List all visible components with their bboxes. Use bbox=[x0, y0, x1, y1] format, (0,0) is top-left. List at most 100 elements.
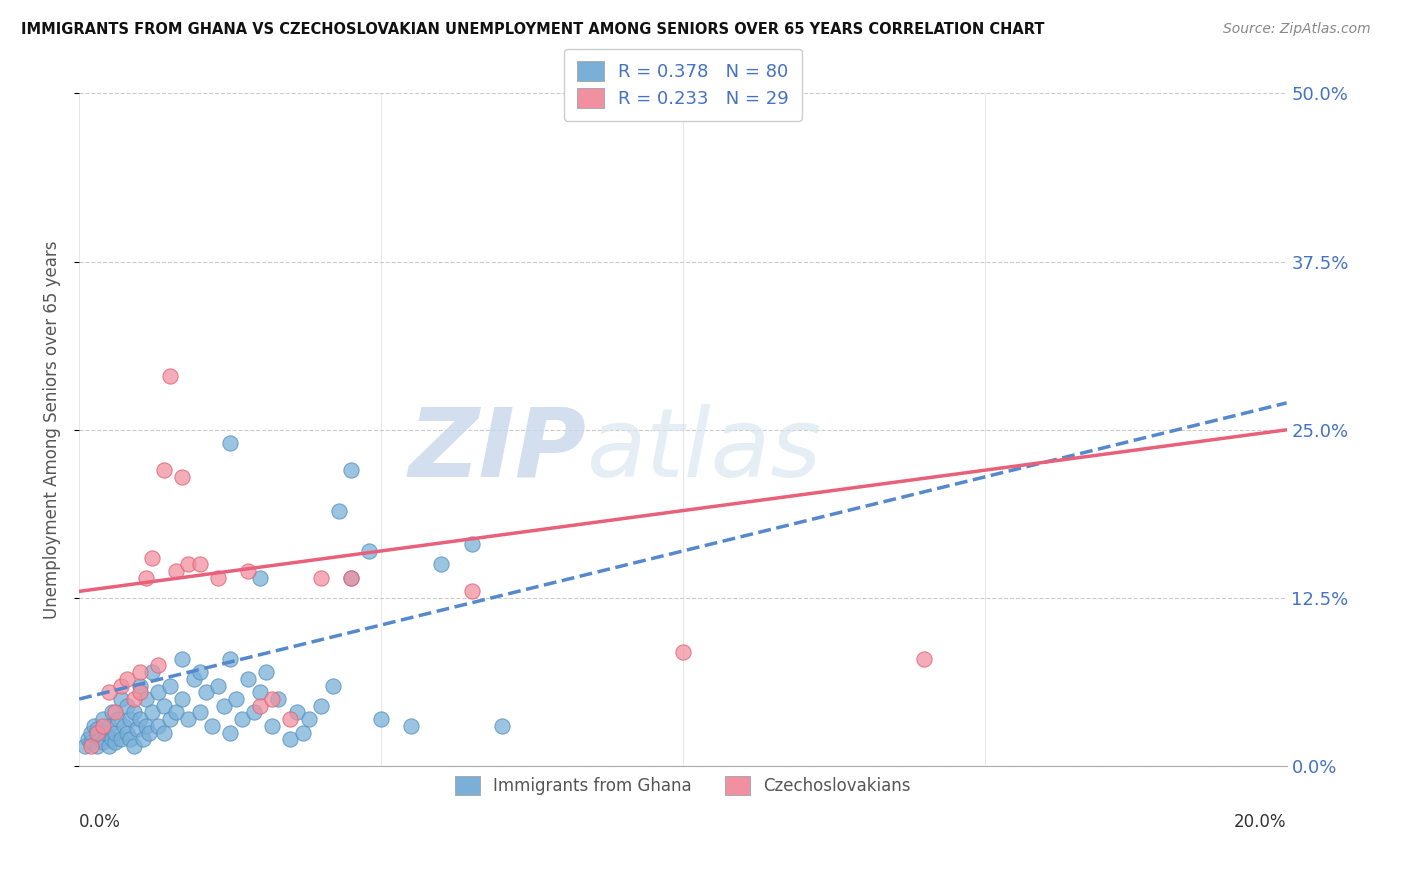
Point bbox=[120, 732, 142, 747]
Y-axis label: Unemployment Among Seniors over 65 years: Unemployment Among Seniors over 65 years bbox=[44, 241, 60, 619]
Point bbox=[110, 679, 132, 693]
Text: 20.0%: 20.0% bbox=[1234, 814, 1286, 831]
Text: IMMIGRANTS FROM GHANA VS CZECHOSLOVAKIAN UNEMPLOYMENT AMONG SENIORS OVER 65 YEAR: IMMIGRANTS FROM GHANA VS CZECHOSLOVAKIAN… bbox=[21, 22, 1045, 37]
Point bbox=[183, 672, 205, 686]
Point bbox=[101, 706, 124, 720]
Point bbox=[460, 537, 482, 551]
Point bbox=[219, 651, 242, 665]
Point bbox=[146, 685, 169, 699]
Point bbox=[114, 719, 136, 733]
Point bbox=[159, 679, 181, 693]
Point bbox=[212, 698, 235, 713]
Point bbox=[238, 672, 260, 686]
Point bbox=[280, 712, 302, 726]
Point bbox=[89, 732, 111, 747]
Point bbox=[104, 735, 127, 749]
Point bbox=[912, 651, 935, 665]
Point bbox=[267, 692, 290, 706]
Point bbox=[101, 732, 124, 747]
Point bbox=[125, 722, 148, 736]
Point bbox=[159, 712, 181, 726]
Point bbox=[194, 685, 217, 699]
Point bbox=[322, 679, 344, 693]
Point bbox=[128, 679, 150, 693]
Point bbox=[80, 739, 103, 753]
Point bbox=[243, 706, 266, 720]
Point bbox=[249, 571, 271, 585]
Point bbox=[131, 732, 153, 747]
Point bbox=[262, 692, 284, 706]
Point bbox=[141, 706, 163, 720]
Point bbox=[249, 685, 271, 699]
Text: ZIP: ZIP bbox=[408, 403, 586, 497]
Point bbox=[110, 692, 132, 706]
Point bbox=[83, 719, 105, 733]
Point bbox=[177, 712, 200, 726]
Point bbox=[91, 735, 114, 749]
Text: atlas: atlas bbox=[586, 403, 821, 497]
Point bbox=[225, 692, 247, 706]
Point bbox=[98, 685, 121, 699]
Point bbox=[128, 712, 150, 726]
Point bbox=[177, 558, 200, 572]
Text: Source: ZipAtlas.com: Source: ZipAtlas.com bbox=[1223, 22, 1371, 37]
Text: 0.0%: 0.0% bbox=[79, 814, 121, 831]
Point bbox=[165, 706, 187, 720]
Point bbox=[460, 584, 482, 599]
Point bbox=[170, 651, 193, 665]
Point bbox=[96, 725, 118, 739]
Point bbox=[98, 719, 121, 733]
Point bbox=[309, 571, 332, 585]
Point bbox=[122, 692, 145, 706]
Point bbox=[117, 725, 139, 739]
Point bbox=[86, 739, 108, 753]
Point bbox=[146, 719, 169, 733]
Point bbox=[201, 719, 224, 733]
Point bbox=[219, 725, 242, 739]
Point bbox=[262, 719, 284, 733]
Point bbox=[141, 550, 163, 565]
Point bbox=[104, 725, 127, 739]
Point bbox=[104, 706, 127, 720]
Point bbox=[152, 725, 174, 739]
Point bbox=[170, 470, 193, 484]
Point bbox=[672, 645, 695, 659]
Point bbox=[91, 712, 114, 726]
Legend: Immigrants from Ghana, Czechoslovakians: Immigrants from Ghana, Czechoslovakians bbox=[444, 766, 921, 805]
Point bbox=[328, 503, 350, 517]
Point bbox=[80, 735, 103, 749]
Point bbox=[207, 679, 229, 693]
Point bbox=[98, 739, 121, 753]
Point bbox=[370, 712, 392, 726]
Point bbox=[128, 685, 150, 699]
Point bbox=[128, 665, 150, 679]
Point bbox=[117, 672, 139, 686]
Point bbox=[165, 564, 187, 578]
Point bbox=[122, 739, 145, 753]
Point bbox=[340, 571, 363, 585]
Point bbox=[188, 665, 211, 679]
Point bbox=[207, 571, 229, 585]
Point bbox=[86, 725, 108, 739]
Point bbox=[219, 436, 242, 450]
Point bbox=[75, 739, 97, 753]
Point bbox=[238, 564, 260, 578]
Point bbox=[249, 698, 271, 713]
Point bbox=[152, 463, 174, 477]
Point bbox=[120, 712, 142, 726]
Point bbox=[399, 719, 422, 733]
Point bbox=[135, 719, 157, 733]
Point bbox=[297, 712, 319, 726]
Point bbox=[291, 725, 314, 739]
Point bbox=[340, 463, 363, 477]
Point bbox=[231, 712, 253, 726]
Point bbox=[357, 544, 380, 558]
Point bbox=[107, 712, 129, 726]
Point bbox=[280, 732, 302, 747]
Point bbox=[117, 698, 139, 713]
Point bbox=[254, 665, 277, 679]
Point bbox=[146, 658, 169, 673]
Point bbox=[77, 732, 100, 747]
Point bbox=[152, 698, 174, 713]
Point bbox=[91, 719, 114, 733]
